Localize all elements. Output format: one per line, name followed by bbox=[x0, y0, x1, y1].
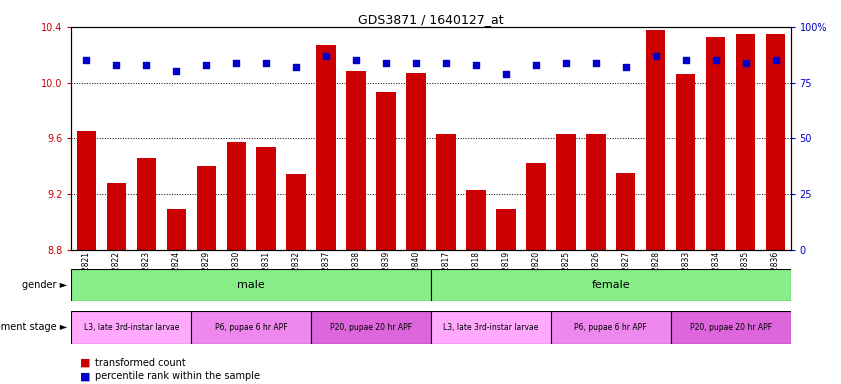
Point bbox=[230, 60, 243, 66]
Text: P6, pupae 6 hr APF: P6, pupae 6 hr APF bbox=[215, 323, 288, 332]
Bar bbox=[676, 74, 696, 250]
Bar bbox=[586, 134, 606, 250]
Point bbox=[529, 62, 542, 68]
Point bbox=[260, 60, 273, 66]
Text: percentile rank within the sample: percentile rank within the sample bbox=[95, 371, 260, 381]
Bar bbox=[287, 174, 306, 250]
Point bbox=[500, 71, 513, 77]
Point bbox=[410, 60, 423, 66]
Bar bbox=[191, 311, 311, 344]
Bar bbox=[406, 73, 426, 250]
Bar bbox=[107, 183, 126, 250]
Bar bbox=[311, 311, 431, 344]
Point bbox=[80, 57, 93, 63]
Bar bbox=[226, 142, 246, 250]
Bar bbox=[376, 92, 396, 250]
Title: GDS3871 / 1640127_at: GDS3871 / 1640127_at bbox=[358, 13, 504, 26]
Bar bbox=[766, 34, 785, 250]
Text: P20, pupae 20 hr APF: P20, pupae 20 hr APF bbox=[330, 323, 412, 332]
Bar bbox=[167, 209, 186, 250]
Bar bbox=[646, 30, 665, 250]
Bar bbox=[556, 134, 575, 250]
Bar bbox=[551, 311, 670, 344]
Point bbox=[769, 57, 782, 63]
Text: P6, pupae 6 hr APF: P6, pupae 6 hr APF bbox=[574, 323, 647, 332]
Bar bbox=[257, 147, 276, 250]
Point bbox=[589, 60, 602, 66]
Bar bbox=[736, 34, 755, 250]
Point bbox=[109, 62, 123, 68]
Point bbox=[199, 62, 213, 68]
Bar bbox=[346, 71, 366, 250]
Point bbox=[140, 62, 153, 68]
Point bbox=[170, 68, 183, 74]
Point bbox=[709, 57, 722, 63]
Bar bbox=[136, 158, 156, 250]
Bar bbox=[616, 173, 636, 250]
Text: P20, pupae 20 hr APF: P20, pupae 20 hr APF bbox=[690, 323, 772, 332]
Bar bbox=[526, 163, 546, 250]
Bar bbox=[436, 134, 456, 250]
Text: development stage ►: development stage ► bbox=[0, 322, 67, 333]
Point bbox=[559, 60, 573, 66]
Point bbox=[379, 60, 393, 66]
Point bbox=[439, 60, 452, 66]
Bar bbox=[71, 269, 431, 301]
Text: ■: ■ bbox=[80, 371, 90, 381]
Bar bbox=[706, 36, 726, 250]
Bar bbox=[71, 311, 191, 344]
Bar bbox=[197, 166, 216, 250]
Bar bbox=[316, 45, 336, 250]
Point bbox=[739, 60, 753, 66]
Point bbox=[619, 64, 632, 70]
Text: ■: ■ bbox=[80, 358, 90, 368]
Bar bbox=[431, 269, 791, 301]
Bar bbox=[466, 190, 486, 250]
Point bbox=[469, 62, 483, 68]
Bar bbox=[77, 131, 96, 250]
Point bbox=[289, 64, 303, 70]
Point bbox=[320, 53, 333, 59]
Bar bbox=[431, 311, 551, 344]
Text: transformed count: transformed count bbox=[95, 358, 186, 368]
Point bbox=[649, 53, 663, 59]
Bar bbox=[670, 311, 791, 344]
Bar bbox=[496, 209, 516, 250]
Text: female: female bbox=[591, 280, 630, 290]
Text: L3, late 3rd-instar larvae: L3, late 3rd-instar larvae bbox=[443, 323, 538, 332]
Point bbox=[349, 57, 362, 63]
Text: gender ►: gender ► bbox=[22, 280, 67, 290]
Text: L3, late 3rd-instar larvae: L3, late 3rd-instar larvae bbox=[84, 323, 179, 332]
Text: male: male bbox=[237, 280, 265, 290]
Point bbox=[679, 57, 692, 63]
